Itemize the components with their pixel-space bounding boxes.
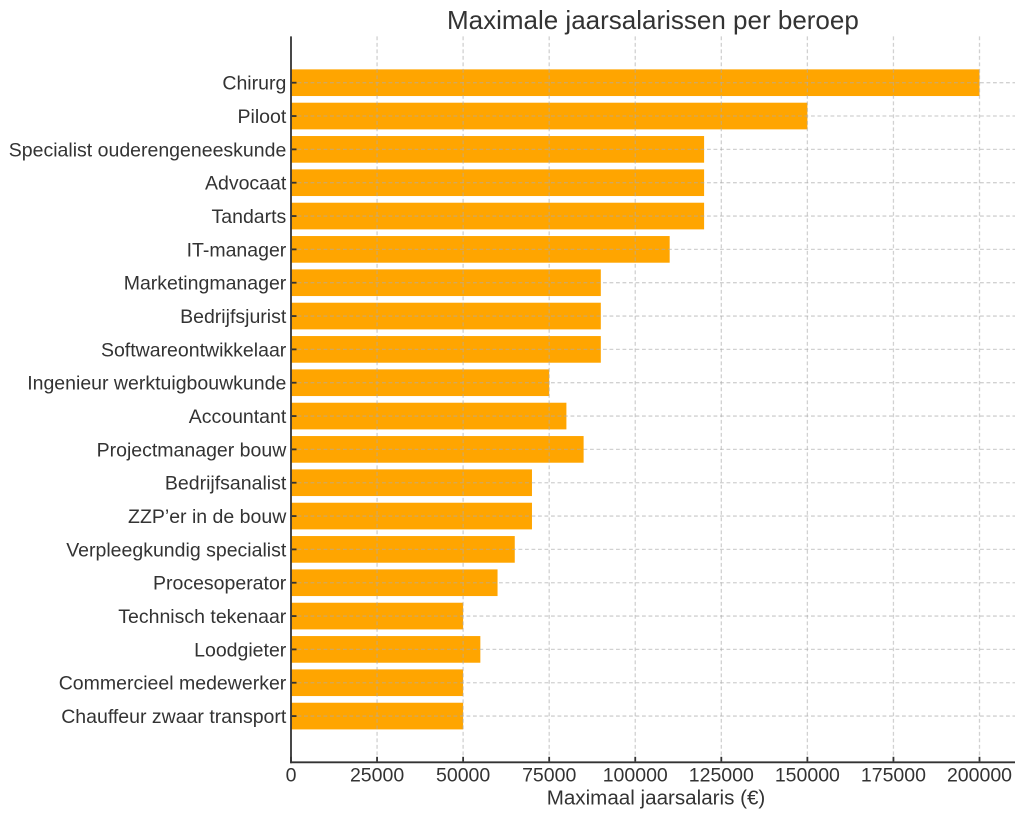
svg-text:Softwareontwikkelaar: Softwareontwikkelaar bbox=[101, 339, 287, 361]
svg-text:Commercieel medewerker: Commercieel medewerker bbox=[59, 673, 287, 695]
svg-text:Specialist ouderengeneeskunde: Specialist ouderengeneeskunde bbox=[9, 139, 287, 161]
svg-text:125000: 125000 bbox=[689, 765, 754, 787]
svg-text:Verpleegkundig specialist: Verpleegkundig specialist bbox=[66, 539, 287, 561]
svg-text:75000: 75000 bbox=[522, 765, 576, 787]
svg-text:ZZP’er in de bouw: ZZP’er in de bouw bbox=[128, 506, 287, 528]
svg-text:Chauffeur zwaar transport: Chauffeur zwaar transport bbox=[61, 706, 287, 728]
svg-text:Technisch tekenaar: Technisch tekenaar bbox=[118, 606, 287, 628]
svg-text:Marketingmanager: Marketingmanager bbox=[124, 273, 287, 295]
svg-text:175000: 175000 bbox=[861, 765, 926, 787]
svg-text:IT-manager: IT-manager bbox=[187, 239, 287, 261]
svg-text:25000: 25000 bbox=[350, 765, 404, 787]
svg-text:Bedrijfsjurist: Bedrijfsjurist bbox=[180, 306, 287, 328]
svg-text:Maximaal jaarsalaris (€): Maximaal jaarsalaris (€) bbox=[547, 787, 766, 810]
svg-text:Bedrijfsanalist: Bedrijfsanalist bbox=[165, 473, 287, 495]
svg-text:Tandarts: Tandarts bbox=[212, 206, 287, 228]
svg-text:Ingenieur werktuigbouwkunde: Ingenieur werktuigbouwkunde bbox=[27, 373, 286, 395]
svg-text:150000: 150000 bbox=[775, 765, 840, 787]
svg-text:Accountant: Accountant bbox=[189, 406, 287, 428]
svg-text:Maximale jaarsalarissen per be: Maximale jaarsalarissen per beroep bbox=[447, 5, 859, 35]
svg-text:Advocaat: Advocaat bbox=[205, 173, 287, 195]
svg-text:Projectmanager bouw: Projectmanager bouw bbox=[97, 439, 288, 461]
svg-text:Loodgieter: Loodgieter bbox=[194, 639, 287, 661]
svg-text:50000: 50000 bbox=[436, 765, 490, 787]
svg-text:Chirurg: Chirurg bbox=[222, 73, 286, 95]
svg-text:Piloot: Piloot bbox=[238, 106, 287, 128]
svg-text:Procesoperator: Procesoperator bbox=[153, 573, 287, 595]
svg-text:0: 0 bbox=[286, 765, 297, 787]
svg-text:100000: 100000 bbox=[603, 765, 668, 787]
svg-text:200000: 200000 bbox=[947, 765, 1012, 787]
